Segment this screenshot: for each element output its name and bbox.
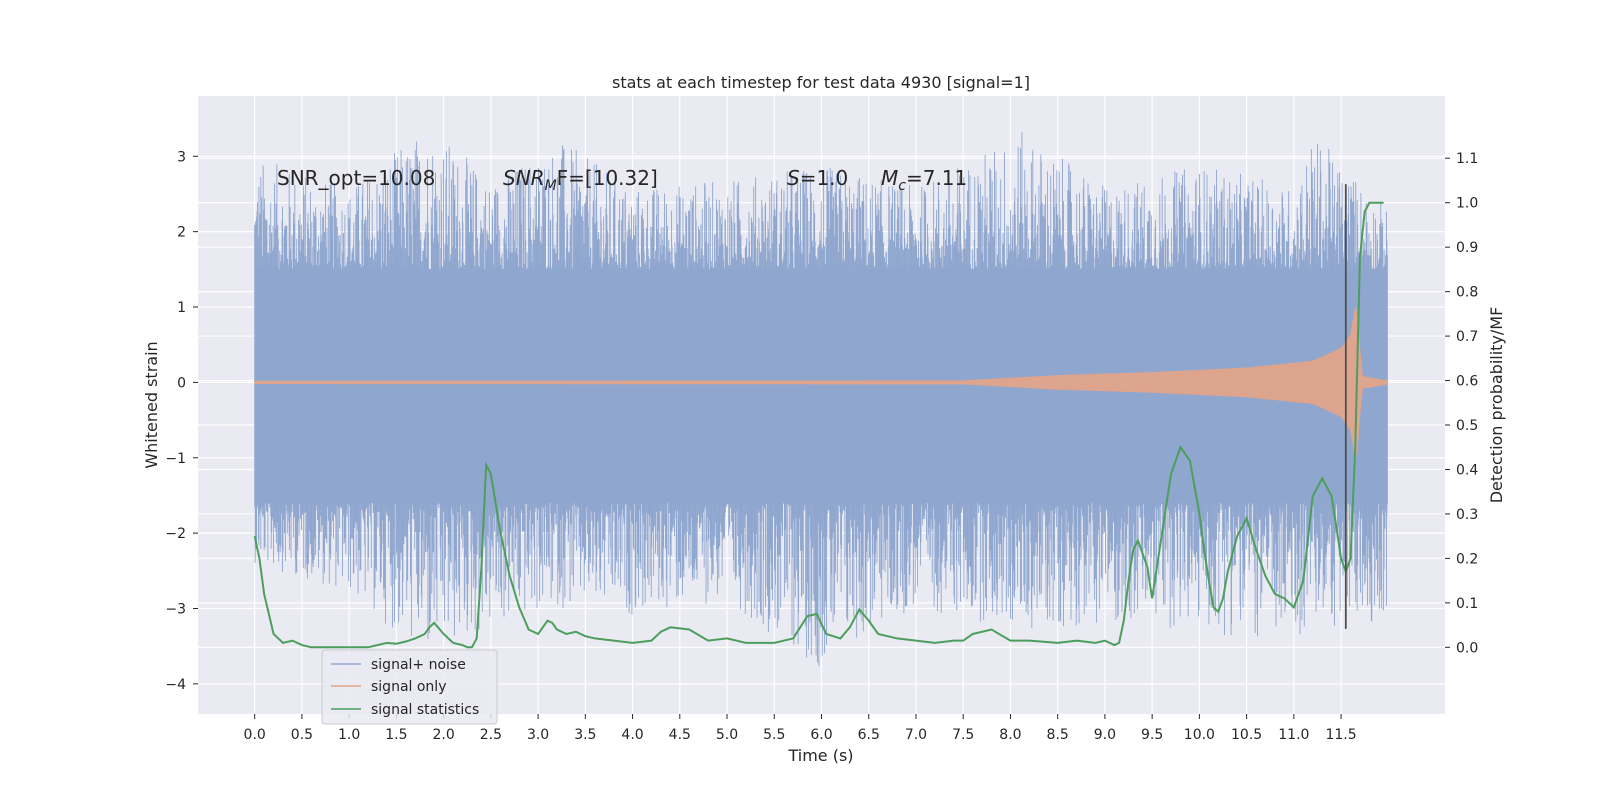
- y2-tick-label: 0.1: [1456, 596, 1478, 612]
- y2-tick-label: 0.2: [1456, 551, 1478, 567]
- y-tick-label: −1: [165, 451, 186, 467]
- x-tick-label: 6.0: [810, 727, 832, 743]
- y-tick-label: 0: [177, 375, 186, 391]
- y2-tick-label: 0.6: [1456, 374, 1478, 390]
- x-tick-label: 1.5: [385, 727, 407, 743]
- y-tick-label: 3: [177, 149, 186, 165]
- x-tick-label: 8.0: [999, 727, 1021, 743]
- y2-tick-label: 0.4: [1456, 462, 1478, 478]
- y-axis-ticks: 3 2 1 0 −1 −2 −3 −4: [165, 149, 198, 693]
- chart-title: stats at each timestep for test data 493…: [612, 73, 1030, 92]
- s-value: =1.0: [800, 166, 849, 190]
- snr-opt-annotation: SNR_opt=10.08: [277, 166, 435, 190]
- y-tick-label: 1: [177, 300, 186, 316]
- signal-statistics-line: [253, 201, 1384, 649]
- annotations: SNR_opt=10.08 SNRMF=[10.32] S=1.0 Mc=7.1…: [277, 166, 967, 194]
- snr-mf-label: SNR: [503, 166, 545, 190]
- mc-value: =7.11: [906, 166, 967, 190]
- x-tick-label: 0.5: [291, 727, 313, 743]
- x-tick-label: 4.5: [669, 727, 691, 743]
- snr-mf-subscript: M: [545, 178, 557, 194]
- y2-tick-label: 0.8: [1456, 285, 1478, 301]
- x-tick-label: 10.0: [1184, 727, 1215, 743]
- snr-mf-rest: F=[10.32]: [557, 166, 658, 190]
- x-tick-label: 3.5: [574, 727, 596, 743]
- y-tick-label: −3: [165, 601, 186, 617]
- x-axis-ticks: 0.0 0.5 1.0 1.5 2.0 2.5 3.0 3.5 4.0 4.5 5.0 5.5 6.0 6…: [244, 714, 1357, 743]
- x-tick-label: 3.0: [527, 727, 549, 743]
- x-tick-label: 2.0: [432, 727, 454, 743]
- y2-tick-label: 0.9: [1456, 240, 1478, 256]
- x-tick-label: 9.5: [1141, 727, 1163, 743]
- y-tick-label: −4: [165, 677, 186, 693]
- x-tick-label: 1.0: [338, 727, 360, 743]
- y2-tick-label: 0.5: [1456, 418, 1478, 434]
- mc-subscript: c: [898, 178, 906, 194]
- legend-label-signal-noise: signal+ noise: [371, 657, 466, 673]
- y2-tick-label: 1.1: [1456, 151, 1478, 167]
- legend-label-signal-only: signal only: [371, 679, 446, 695]
- legend-box: [321, 649, 498, 725]
- legend: signal+ noise signal only signal statist…: [321, 649, 498, 725]
- x-tick-label: 7.0: [905, 727, 927, 743]
- snr-mf-annotation: SNRMF=[10.32]: [503, 166, 658, 194]
- x-tick-label: 9.0: [1094, 727, 1116, 743]
- y2-tick-label: 0.7: [1456, 329, 1478, 345]
- y2-tick-label: 1.0: [1456, 196, 1478, 212]
- x-tick-label: 0.0: [244, 727, 266, 743]
- y2-axis-ticks: 1.1 1.0 0.9 0.8 0.7 0.6 0.5 0.4 0.3 0.2 0.1 0.0: [1445, 151, 1478, 656]
- x-tick-label: 2.5: [480, 727, 502, 743]
- x-tick-label: 10.5: [1231, 727, 1262, 743]
- y-tick-label: −2: [165, 526, 186, 542]
- y2-tick-label: 0.3: [1456, 507, 1478, 523]
- signal-only-area: [254, 306, 1388, 459]
- x-tick-label: 7.5: [952, 727, 974, 743]
- mc-label: M: [881, 166, 898, 190]
- x-tick-label: 6.5: [858, 727, 880, 743]
- x-axis-label: Time (s): [787, 746, 853, 765]
- legend-label-signal-statistics: signal statistics: [371, 702, 479, 718]
- signal-only-series: [254, 306, 1388, 459]
- s-label: S: [787, 166, 800, 190]
- x-tick-label: 11.0: [1278, 727, 1309, 743]
- mc-annotation: Mc=7.11: [881, 166, 967, 194]
- x-tick-label: 11.5: [1325, 727, 1356, 743]
- y-axis-label: Whitened strain: [142, 341, 161, 468]
- s-annotation: S=1.0: [787, 166, 848, 190]
- y-tick-label: 2: [177, 225, 186, 241]
- x-tick-label: 8.5: [1047, 727, 1069, 743]
- signal-statistics-series: [253, 201, 1384, 649]
- x-tick-label: 5.5: [763, 727, 785, 743]
- y2-axis-label: Detection probability/MF: [1487, 307, 1506, 504]
- y2-tick-label: 0.0: [1456, 640, 1478, 656]
- x-tick-label: 4.0: [621, 727, 643, 743]
- x-tick-label: 5.0: [716, 727, 738, 743]
